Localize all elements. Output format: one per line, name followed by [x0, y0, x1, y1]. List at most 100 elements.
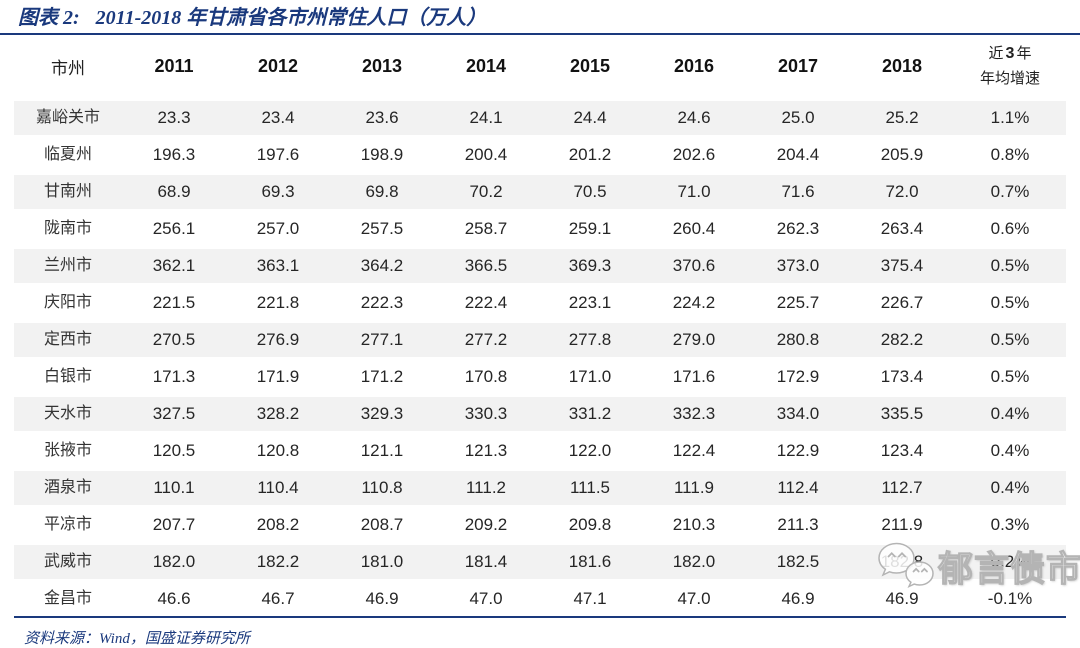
table-row: 兰州市 362.1 363.1 364.2 366.5 369.3 370.6 373.0 37… — [14, 247, 1066, 284]
growth-suffix: 年 — [1016, 45, 1032, 63]
city-name-cell: 陇南市 — [43, 219, 92, 237]
population-cell: 46.9 — [365, 588, 399, 608]
population-cell: 121.1 — [360, 440, 404, 460]
population-cell: 171.0 — [568, 366, 612, 386]
population-cell: 204.4 — [776, 144, 820, 164]
population-cell: 197.6 — [256, 144, 300, 164]
growth-cell: 0.4% — [990, 477, 1030, 497]
source-note: 资料来源：Wind，国盛证券研究所 — [24, 630, 250, 647]
growth-prefix: 近 — [988, 45, 1004, 63]
city-name-cell: 白银市 — [43, 367, 92, 385]
population-cell: 23.6 — [365, 107, 399, 127]
population-cell: 182.0 — [672, 551, 716, 571]
population-cell: 262.3 — [776, 218, 820, 238]
population-cell: 182.8 — [880, 551, 924, 571]
city-name-cell: 平凉市 — [43, 515, 92, 533]
growth-cell: 0.8% — [990, 144, 1030, 164]
population-cell: 181.4 — [464, 551, 508, 571]
table-row: 平凉市 207.7 208.2 208.7 209.2 209.8 210.3 211.3 21… — [14, 506, 1066, 543]
table-row: 白银市 171.3 171.9 171.2 170.8 171.0 171.6 172.9 17… — [14, 358, 1066, 395]
header-year-2013: 2013 — [361, 55, 403, 76]
population-cell: 369.3 — [568, 255, 612, 275]
population-cell: 331.2 — [568, 403, 612, 423]
population-cell: 46.7 — [261, 588, 295, 608]
table-row: 武威市 182.0 182.2 181.0 181.4 181.6 182.0 182.5 18… — [14, 543, 1066, 580]
table-row: 陇南市 256.1 257.0 257.5 258.7 259.1 260.4 262.3 26… — [14, 210, 1066, 247]
population-cell: 221.5 — [152, 292, 196, 312]
population-cell: 327.5 — [152, 403, 196, 423]
population-cell: 330.3 — [464, 403, 508, 423]
header-year-2014: 2014 — [465, 55, 507, 76]
population-cell: 196.3 — [152, 144, 196, 164]
table-row: 天水市 327.5 328.2 329.3 330.3 331.2 332.3 334.0 33… — [14, 395, 1066, 432]
population-cell: 170.8 — [464, 366, 508, 386]
header-city: 市州 — [51, 58, 85, 78]
population-cell: 47.0 — [677, 588, 711, 608]
population-cell: 221.8 — [256, 292, 300, 312]
city-name-cell: 甘南州 — [43, 182, 92, 200]
table-header: 市州 2011 2012 2013 2014 2015 2016 2017 20… — [14, 35, 1066, 99]
growth-cell: 0.5% — [990, 292, 1030, 312]
growth-number: 3 — [1005, 45, 1015, 63]
table-row: 金昌市 46.6 46.7 46.9 47.0 47.1 47.0 46.9 46.9 -0.1% — [14, 580, 1066, 617]
population-cell: 122.0 — [568, 440, 612, 460]
city-name-cell: 酒泉市 — [43, 478, 92, 496]
figure-title: 2011-2018 年甘肃省各市州常住人口（万人） — [95, 7, 487, 29]
city-name-cell: 嘉峪关市 — [35, 108, 100, 126]
growth-cell: -0.1% — [987, 588, 1033, 608]
population-cell: 263.4 — [880, 218, 924, 238]
population-cell: 276.9 — [256, 329, 300, 349]
population-cell: 112.7 — [881, 477, 923, 497]
population-cell: 208.2 — [256, 514, 300, 534]
population-table: 市州 2011 2012 2013 2014 2015 2016 2017 20… — [14, 35, 1066, 618]
population-cell: 373.0 — [776, 255, 820, 275]
population-cell: 111.5 — [569, 477, 611, 497]
header-growth-line2: 年均增速 — [979, 70, 1040, 88]
population-cell: 123.4 — [880, 440, 924, 460]
population-cell: 69.8 — [365, 181, 399, 201]
population-cell: 70.5 — [573, 181, 607, 201]
table-row: 张掖市 120.5 120.8 121.1 121.3 122.0 122.4 122.9 12… — [14, 432, 1066, 469]
population-cell: 171.9 — [256, 366, 300, 386]
population-cell: 23.4 — [261, 107, 295, 127]
population-cell: 226.7 — [880, 292, 924, 312]
population-cell: 282.2 — [880, 329, 924, 349]
population-cell: 25.0 — [781, 107, 815, 127]
population-cell: 110.1 — [153, 477, 195, 497]
growth-cell: 0.4% — [990, 403, 1030, 423]
population-cell: 277.2 — [464, 329, 508, 349]
growth-cell: 0.6% — [990, 218, 1030, 238]
population-cell: 222.3 — [360, 292, 404, 312]
growth-cell: 0.2% — [990, 551, 1030, 571]
population-cell: 370.6 — [672, 255, 716, 275]
figure-title-bar: 图表 2: 2011-2018 年甘肃省各市州常住人口（万人） — [0, 0, 1080, 35]
population-cell: 71.6 — [781, 181, 815, 201]
population-cell: 270.5 — [152, 329, 196, 349]
population-cell: 24.4 — [573, 107, 607, 127]
population-cell: 375.4 — [880, 255, 924, 275]
population-cell: 363.1 — [256, 255, 300, 275]
city-name-cell: 武威市 — [43, 552, 92, 570]
header-row: 市州 2011 2012 2013 2014 2015 2016 2017 20… — [14, 35, 1066, 99]
population-cell: 211.9 — [881, 514, 923, 534]
population-cell: 257.0 — [256, 218, 300, 238]
growth-cell: 0.7% — [990, 181, 1030, 201]
population-cell: 279.0 — [672, 329, 716, 349]
population-cell: 46.9 — [885, 588, 919, 608]
population-cell: 46.9 — [781, 588, 815, 608]
table-body: 嘉峪关市 23.3 23.4 23.6 24.1 24.4 24.6 25.0 25.2 1.1%… — [14, 99, 1066, 617]
population-cell: 366.5 — [464, 255, 508, 275]
population-cell: 71.0 — [677, 181, 711, 201]
city-name-cell: 庆阳市 — [43, 293, 92, 311]
header-year-2017: 2017 — [777, 55, 819, 76]
population-cell: 335.5 — [880, 403, 924, 423]
population-cell: 172.9 — [776, 366, 820, 386]
population-cell: 68.9 — [157, 181, 191, 201]
population-cell: 120.8 — [256, 440, 300, 460]
population-cell: 110.8 — [361, 477, 403, 497]
population-cell: 182.2 — [256, 551, 300, 571]
growth-cell: 0.4% — [990, 440, 1030, 460]
